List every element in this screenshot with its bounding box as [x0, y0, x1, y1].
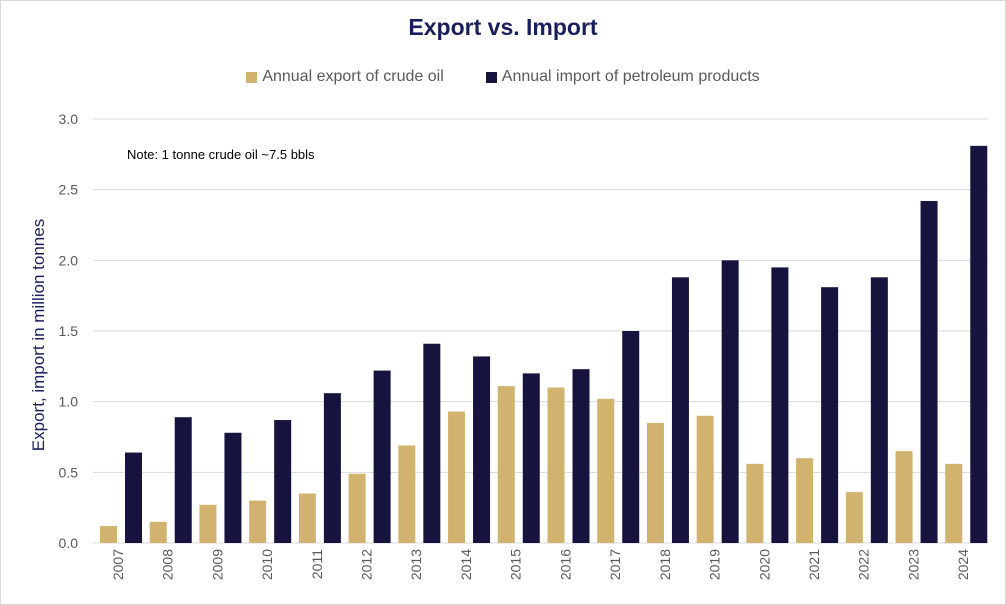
- bar-import-2018: [671, 277, 689, 543]
- bar-export-2018: [646, 422, 664, 543]
- x-tick-label: 2024: [955, 549, 971, 580]
- bar-import-2024: [970, 145, 988, 543]
- bar-export-2014: [448, 411, 466, 543]
- bar-export-2008: [149, 521, 167, 543]
- bar-export-2012: [348, 473, 366, 543]
- bar-import-2010: [274, 420, 292, 543]
- x-tick-label: 2014: [458, 549, 474, 580]
- chart-note: Note: 1 tonne crude oil ~7.5 bbls: [127, 147, 315, 162]
- legend-label-import: Annual import of petroleum products: [501, 68, 760, 85]
- bar-export-2019: [696, 415, 714, 543]
- y-tick-label: 1.5: [59, 323, 79, 339]
- y-tick-label: 3.0: [59, 111, 79, 127]
- bar-import-2011: [323, 393, 341, 543]
- x-tick-label: 2020: [756, 549, 772, 580]
- bar-export-2016: [547, 387, 565, 543]
- x-tick-label: 2007: [110, 549, 126, 580]
- bars: [100, 145, 988, 543]
- x-tick-label: 2015: [508, 549, 524, 580]
- bar-import-2022: [870, 277, 888, 543]
- bar-import-2023: [920, 200, 938, 543]
- bar-export-2007: [100, 526, 117, 543]
- gridlines: [93, 118, 988, 544]
- y-tick-label: 0.0: [59, 535, 79, 551]
- legend-swatch-export: [246, 71, 258, 83]
- bar-import-2017: [622, 331, 640, 543]
- bar-export-2024: [945, 463, 963, 543]
- bar-export-2017: [597, 398, 615, 543]
- bar-import-2016: [572, 369, 590, 543]
- y-tick-label: 0.5: [59, 464, 79, 480]
- bar-import-2020: [771, 267, 789, 543]
- bar-export-2011: [298, 493, 316, 543]
- chart-title: Export vs. Import: [408, 14, 598, 40]
- x-tick-label: 2021: [806, 549, 822, 580]
- x-tick-label: 2023: [905, 549, 921, 580]
- y-axis-title: Export, import in million tonnes: [29, 219, 48, 451]
- bar-import-2013: [423, 343, 441, 543]
- x-tick-label: 2012: [358, 549, 374, 580]
- bar-export-2020: [746, 463, 764, 543]
- bar-import-2021: [821, 287, 839, 543]
- bar-export-2022: [845, 492, 863, 543]
- x-tick-label: 2016: [557, 549, 573, 580]
- y-tick-label: 1.0: [59, 394, 79, 410]
- x-tick-label: 2018: [657, 549, 673, 580]
- legend-label-export: Annual export of crude oil: [262, 68, 444, 85]
- bar-export-2023: [895, 451, 913, 543]
- bar-import-2019: [721, 260, 739, 543]
- bar-export-2009: [199, 504, 217, 543]
- bar-import-2007: [125, 452, 142, 543]
- bar-import-2014: [473, 356, 491, 543]
- y-tick-label: 2.0: [59, 252, 79, 268]
- x-tick-label: 2017: [607, 549, 623, 580]
- bar-import-2015: [522, 373, 540, 543]
- x-tick-label: 2009: [209, 549, 225, 580]
- x-tick-label: 2008: [160, 549, 176, 580]
- legend-swatch-import: [485, 71, 497, 83]
- bar-export-2010: [249, 500, 267, 543]
- bar-export-2015: [497, 386, 515, 543]
- y-tick-labels: 0.0 0.5 1.0 1.5 2.0 2.5 3.0: [59, 111, 79, 551]
- legend-item-export: Annual export of crude oil: [246, 68, 444, 86]
- x-tick-labels: 2007 2008 2009 2010 2011 2012 2013 2014 2015 2016…: [110, 549, 971, 580]
- x-tick-label: 2010: [259, 549, 275, 580]
- bar-import-2012: [373, 370, 391, 543]
- x-tick-label: 2019: [707, 549, 723, 580]
- bar-export-2021: [796, 458, 814, 543]
- bar-export-2013: [398, 445, 416, 543]
- x-tick-label: 2013: [408, 549, 424, 580]
- x-tick-label: 2011: [309, 549, 325, 579]
- x-tick-label: 2022: [856, 549, 872, 580]
- legend-item-import: Annual import of petroleum products: [485, 68, 760, 86]
- bar-import-2008: [174, 417, 192, 543]
- y-tick-label: 2.5: [59, 182, 79, 198]
- legend: Annual export of crude oil Annual import…: [0, 68, 1006, 86]
- bar-import-2009: [224, 432, 242, 543]
